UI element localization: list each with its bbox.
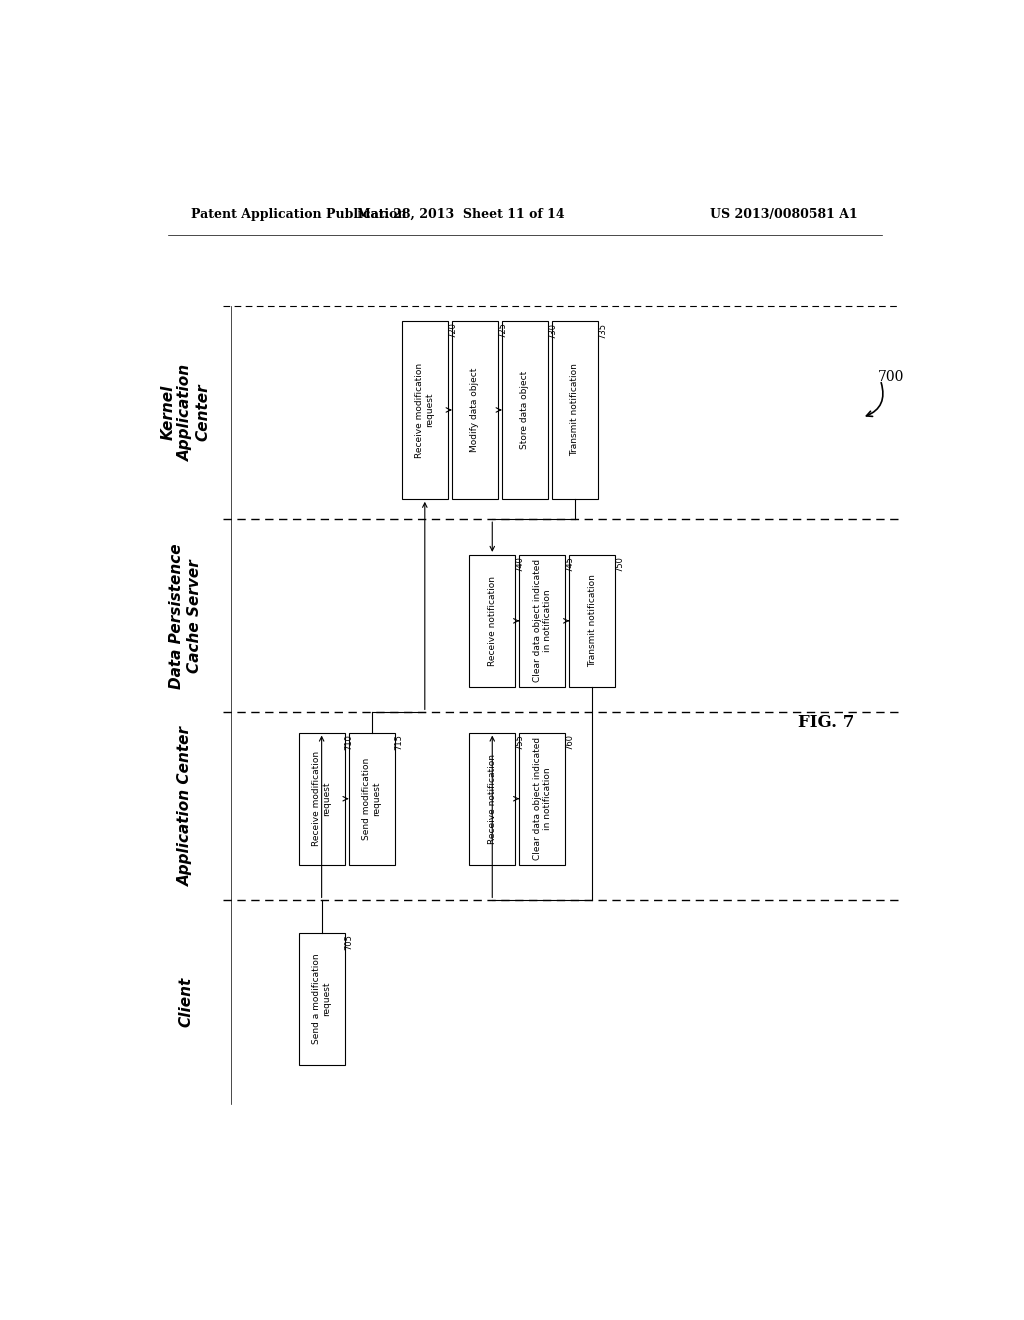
Bar <box>519 554 565 686</box>
Text: 735: 735 <box>598 322 607 338</box>
Text: US 2013/0080581 A1: US 2013/0080581 A1 <box>711 207 858 220</box>
Text: 705: 705 <box>345 935 353 950</box>
Text: Transmit notification: Transmit notification <box>570 363 580 457</box>
Text: Client: Client <box>178 977 194 1027</box>
Text: Patent Application Publication: Patent Application Publication <box>191 207 407 220</box>
Bar <box>452 321 498 499</box>
Text: Receive notification: Receive notification <box>487 576 497 665</box>
Text: 750: 750 <box>615 556 625 572</box>
Text: 725: 725 <box>498 322 507 338</box>
Text: Clear data object indicated
in notification: Clear data object indicated in notificat… <box>532 560 552 682</box>
Bar <box>502 321 548 499</box>
Bar <box>299 733 345 865</box>
Text: Send a modification
request: Send a modification request <box>312 953 332 1044</box>
Text: Modify data object: Modify data object <box>470 368 479 453</box>
Text: FIG. 7: FIG. 7 <box>798 714 855 731</box>
Text: 740: 740 <box>515 556 524 572</box>
Text: Application Center: Application Center <box>178 726 194 886</box>
Text: Transmit notification: Transmit notification <box>588 574 597 668</box>
Text: Data Persistence
Cache Server: Data Persistence Cache Server <box>169 543 202 689</box>
Bar <box>519 733 565 865</box>
Bar <box>143 306 227 519</box>
Text: Send modification
request: Send modification request <box>361 758 381 840</box>
Bar <box>143 900 227 1104</box>
Text: 730: 730 <box>548 322 557 338</box>
Text: 745: 745 <box>565 556 574 572</box>
Text: 755: 755 <box>515 734 524 750</box>
Text: Kernel
Application
Center: Kernel Application Center <box>161 364 211 461</box>
Bar <box>143 519 227 713</box>
Bar <box>143 713 227 900</box>
Text: Clear data object indicated
in notification: Clear data object indicated in notificat… <box>532 737 552 861</box>
Bar <box>401 321 447 499</box>
Text: 715: 715 <box>394 734 403 750</box>
Text: Store data object: Store data object <box>520 371 529 449</box>
Text: Receive notification: Receive notification <box>487 754 497 843</box>
Text: 710: 710 <box>345 734 353 750</box>
Text: Receive modification
request: Receive modification request <box>415 363 434 458</box>
Bar <box>469 733 515 865</box>
Text: 720: 720 <box>447 322 457 338</box>
Bar <box>552 321 598 499</box>
Text: 760: 760 <box>565 734 574 750</box>
Text: 700: 700 <box>878 370 904 384</box>
Text: Mar. 28, 2013  Sheet 11 of 14: Mar. 28, 2013 Sheet 11 of 14 <box>357 207 565 220</box>
Bar <box>469 554 515 686</box>
Bar <box>299 933 345 1065</box>
Bar <box>348 733 394 865</box>
Text: Receive modification
request: Receive modification request <box>312 751 332 846</box>
Bar <box>569 554 615 686</box>
